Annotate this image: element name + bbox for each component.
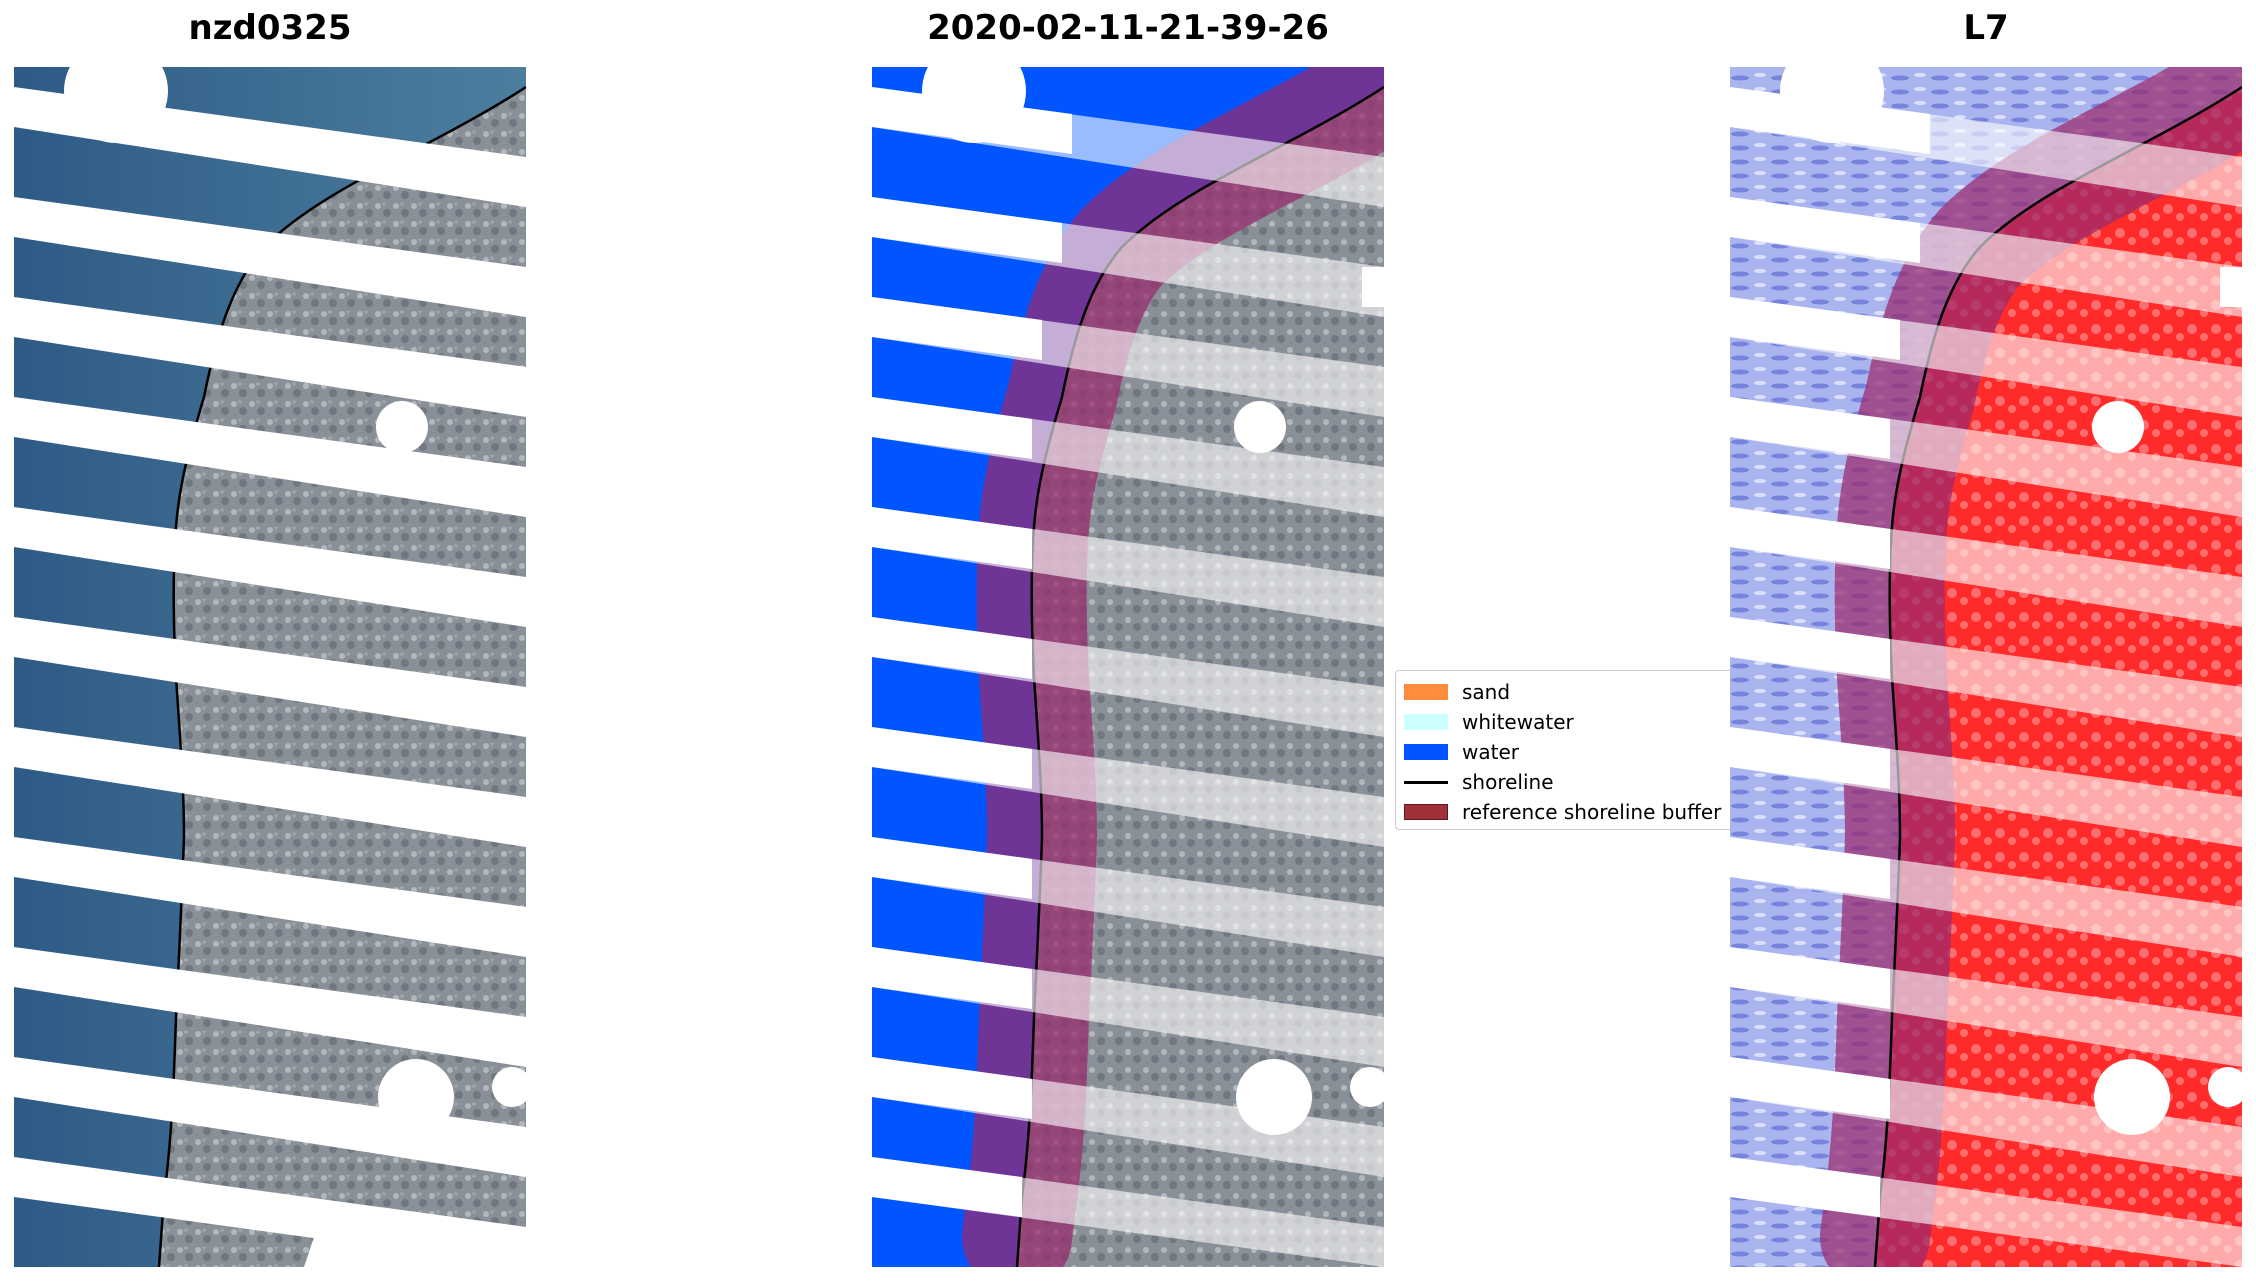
shoreline-swatch — [1404, 780, 1448, 784]
panel-title-classified: 2020-02-11-21-39-26 — [927, 8, 1329, 48]
legend-label: water — [1462, 740, 1519, 764]
buffer-swatch — [1404, 804, 1448, 820]
legend-label: shoreline — [1462, 770, 1554, 794]
rgb-image — [14, 57, 526, 1267]
legend-item-reference-buffer: reference shoreline buffer — [1404, 797, 1726, 827]
rgb-image-panel — [14, 57, 526, 1267]
classified-image — [872, 57, 1384, 1267]
index-image-panel — [1730, 57, 2242, 1267]
whitewater-swatch — [1404, 714, 1448, 730]
legend-label: whitewater — [1462, 710, 1574, 734]
legend-item-sand: sand — [1404, 677, 1726, 707]
legend-item-whitewater: whitewater — [1404, 707, 1726, 737]
legend: sand whitewater water shoreline referenc… — [1395, 670, 1735, 830]
panel-title-index: L7 — [1963, 8, 2009, 48]
legend-label: sand — [1462, 680, 1511, 704]
legend-item-water: water — [1404, 737, 1726, 767]
index-image — [1730, 57, 2242, 1267]
classified-image-panel — [872, 57, 1384, 1267]
cloud-masks — [14, 57, 526, 1267]
legend-item-shoreline: shoreline — [1404, 767, 1726, 797]
panel-title-rgb: nzd0325 — [188, 8, 352, 48]
water-swatch — [1404, 744, 1448, 760]
sand-swatch — [1404, 684, 1448, 700]
legend-label: reference shoreline buffer — [1462, 800, 1722, 824]
